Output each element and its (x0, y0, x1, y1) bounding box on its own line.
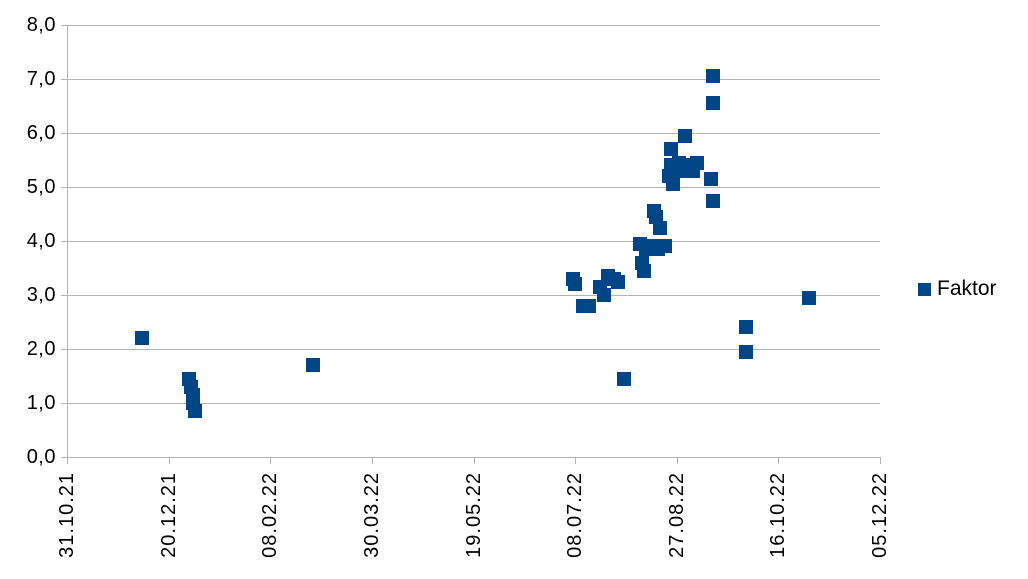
x-axis-tick (168, 457, 170, 464)
x-axis-label: 05.12.22 (869, 472, 891, 558)
data-point (738, 320, 753, 335)
data-point (596, 288, 611, 302)
x-axis-label: 27.08.22 (665, 472, 688, 558)
x-axis-label: 08.02.22 (259, 472, 282, 558)
y-axis-tick (61, 133, 67, 134)
legend-marker-icon (918, 282, 931, 296)
y-gridline (67, 403, 880, 404)
y-axis-label: 3,0 (26, 284, 56, 306)
y-axis-tick (61, 403, 67, 404)
x-axis-label: 30.03.22 (360, 472, 383, 558)
y-axis-label: 5,0 (26, 176, 56, 198)
y-axis-label: 6,0 (26, 122, 56, 144)
y-gridline (67, 241, 880, 242)
x-axis-tick (778, 457, 780, 464)
data-point (690, 155, 705, 170)
x-axis-tick (575, 457, 577, 464)
data-point (663, 142, 678, 157)
x-axis-label: 20.12.21 (157, 472, 180, 558)
data-point (706, 96, 721, 111)
y-axis-label: 4,0 (26, 230, 56, 252)
x-axis-label: 08.07.22 (564, 472, 587, 558)
y-gridline (67, 295, 880, 296)
y-axis-label: 7,0 (26, 68, 56, 90)
y-gridline (67, 349, 880, 350)
y-gridline (67, 79, 880, 80)
x-axis-tick (371, 457, 373, 464)
data-point (637, 263, 652, 278)
data-point (738, 344, 753, 359)
data-point (653, 220, 668, 235)
y-axis-line (67, 25, 68, 464)
y-axis-tick (61, 25, 67, 26)
data-point (568, 277, 583, 292)
data-point (305, 358, 320, 373)
y-axis-tick (61, 187, 67, 188)
x-axis-label: 31.10.21 (56, 472, 78, 558)
y-gridline (67, 187, 880, 188)
x-axis-line (61, 457, 880, 458)
y-axis-label: 1,0 (26, 392, 56, 414)
data-point (706, 193, 721, 208)
data-point (135, 331, 150, 346)
y-axis-tick (61, 241, 67, 242)
data-point (610, 274, 625, 289)
data-point (677, 128, 692, 143)
y-gridline (67, 25, 880, 26)
data-point (706, 69, 721, 84)
y-axis-tick (61, 79, 67, 80)
legend-label: Faktor (937, 277, 997, 300)
data-point (616, 371, 631, 386)
x-axis-tick (676, 457, 678, 464)
data-point (582, 298, 597, 313)
data-point (649, 209, 664, 224)
y-axis-label: 2,0 (26, 338, 56, 360)
x-axis-tick (270, 457, 272, 464)
x-axis-tick (473, 457, 475, 464)
data-point (704, 171, 719, 186)
legend: Faktor (918, 276, 997, 302)
y-gridline (67, 133, 880, 134)
y-axis-tick (61, 349, 67, 350)
x-axis-label: 16.10.22 (767, 472, 790, 558)
data-point (801, 290, 816, 305)
data-point (657, 239, 672, 254)
y-axis-tick (61, 295, 67, 296)
y-axis-label: 8,0 (26, 14, 56, 36)
data-point (188, 404, 203, 419)
x-axis-tick (880, 457, 881, 464)
y-axis-label: 0,0 (26, 446, 56, 468)
data-point (665, 177, 680, 192)
x-axis-label: 19.05.22 (462, 472, 485, 558)
